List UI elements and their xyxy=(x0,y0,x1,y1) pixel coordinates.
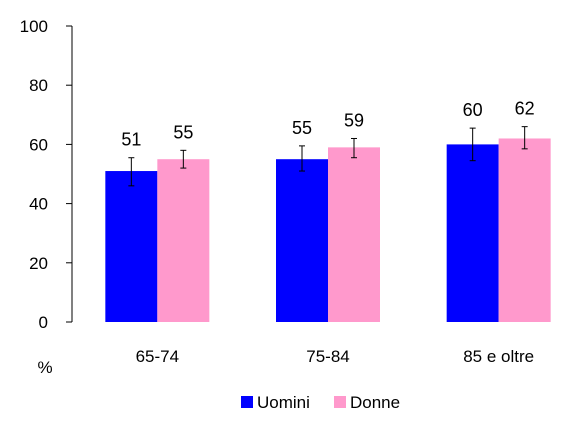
bar-donne-2 xyxy=(328,147,380,322)
y-tick-label: 20 xyxy=(29,254,48,273)
legend-swatch-donne xyxy=(334,396,346,408)
axes: 0 20 40 60 80 100% 65-74 75-84 85 e oltre xyxy=(20,17,534,377)
legend: Uomini Donne xyxy=(241,393,400,412)
data-label: 60 xyxy=(463,100,483,120)
bar-donne-3 xyxy=(498,138,551,322)
bars xyxy=(105,138,551,322)
data-labels: 51 55 55 59 60 62 xyxy=(121,99,534,150)
bar-donne-1 xyxy=(157,159,210,322)
error-bars xyxy=(128,126,528,187)
y-tick-label: 80 xyxy=(29,76,48,95)
y-tick-label: 40 xyxy=(29,195,48,214)
y-tick-label: 100 xyxy=(20,17,48,36)
x-tick-label: 65-74 xyxy=(136,347,179,366)
x-tick-label: 85 e oltre xyxy=(463,347,534,366)
data-label: 59 xyxy=(344,110,364,130)
data-label: 51 xyxy=(121,130,141,150)
bar-uomini-2 xyxy=(276,159,328,322)
legend-label-uomini: Uomini xyxy=(257,393,310,412)
bar-uomini-1 xyxy=(105,171,158,322)
x-tick-label: 75-84 xyxy=(306,347,349,366)
legend-swatch-uomini xyxy=(241,396,253,408)
bar-uomini-3 xyxy=(446,144,499,322)
data-label: 55 xyxy=(292,118,312,138)
y-axis-unit-label: % xyxy=(37,358,52,377)
data-label: 62 xyxy=(515,99,535,119)
legend-label-donne: Donne xyxy=(350,393,400,412)
data-label: 55 xyxy=(173,122,193,142)
y-tick-label: 60 xyxy=(29,135,48,154)
y-tick-label: 0 xyxy=(39,313,48,332)
